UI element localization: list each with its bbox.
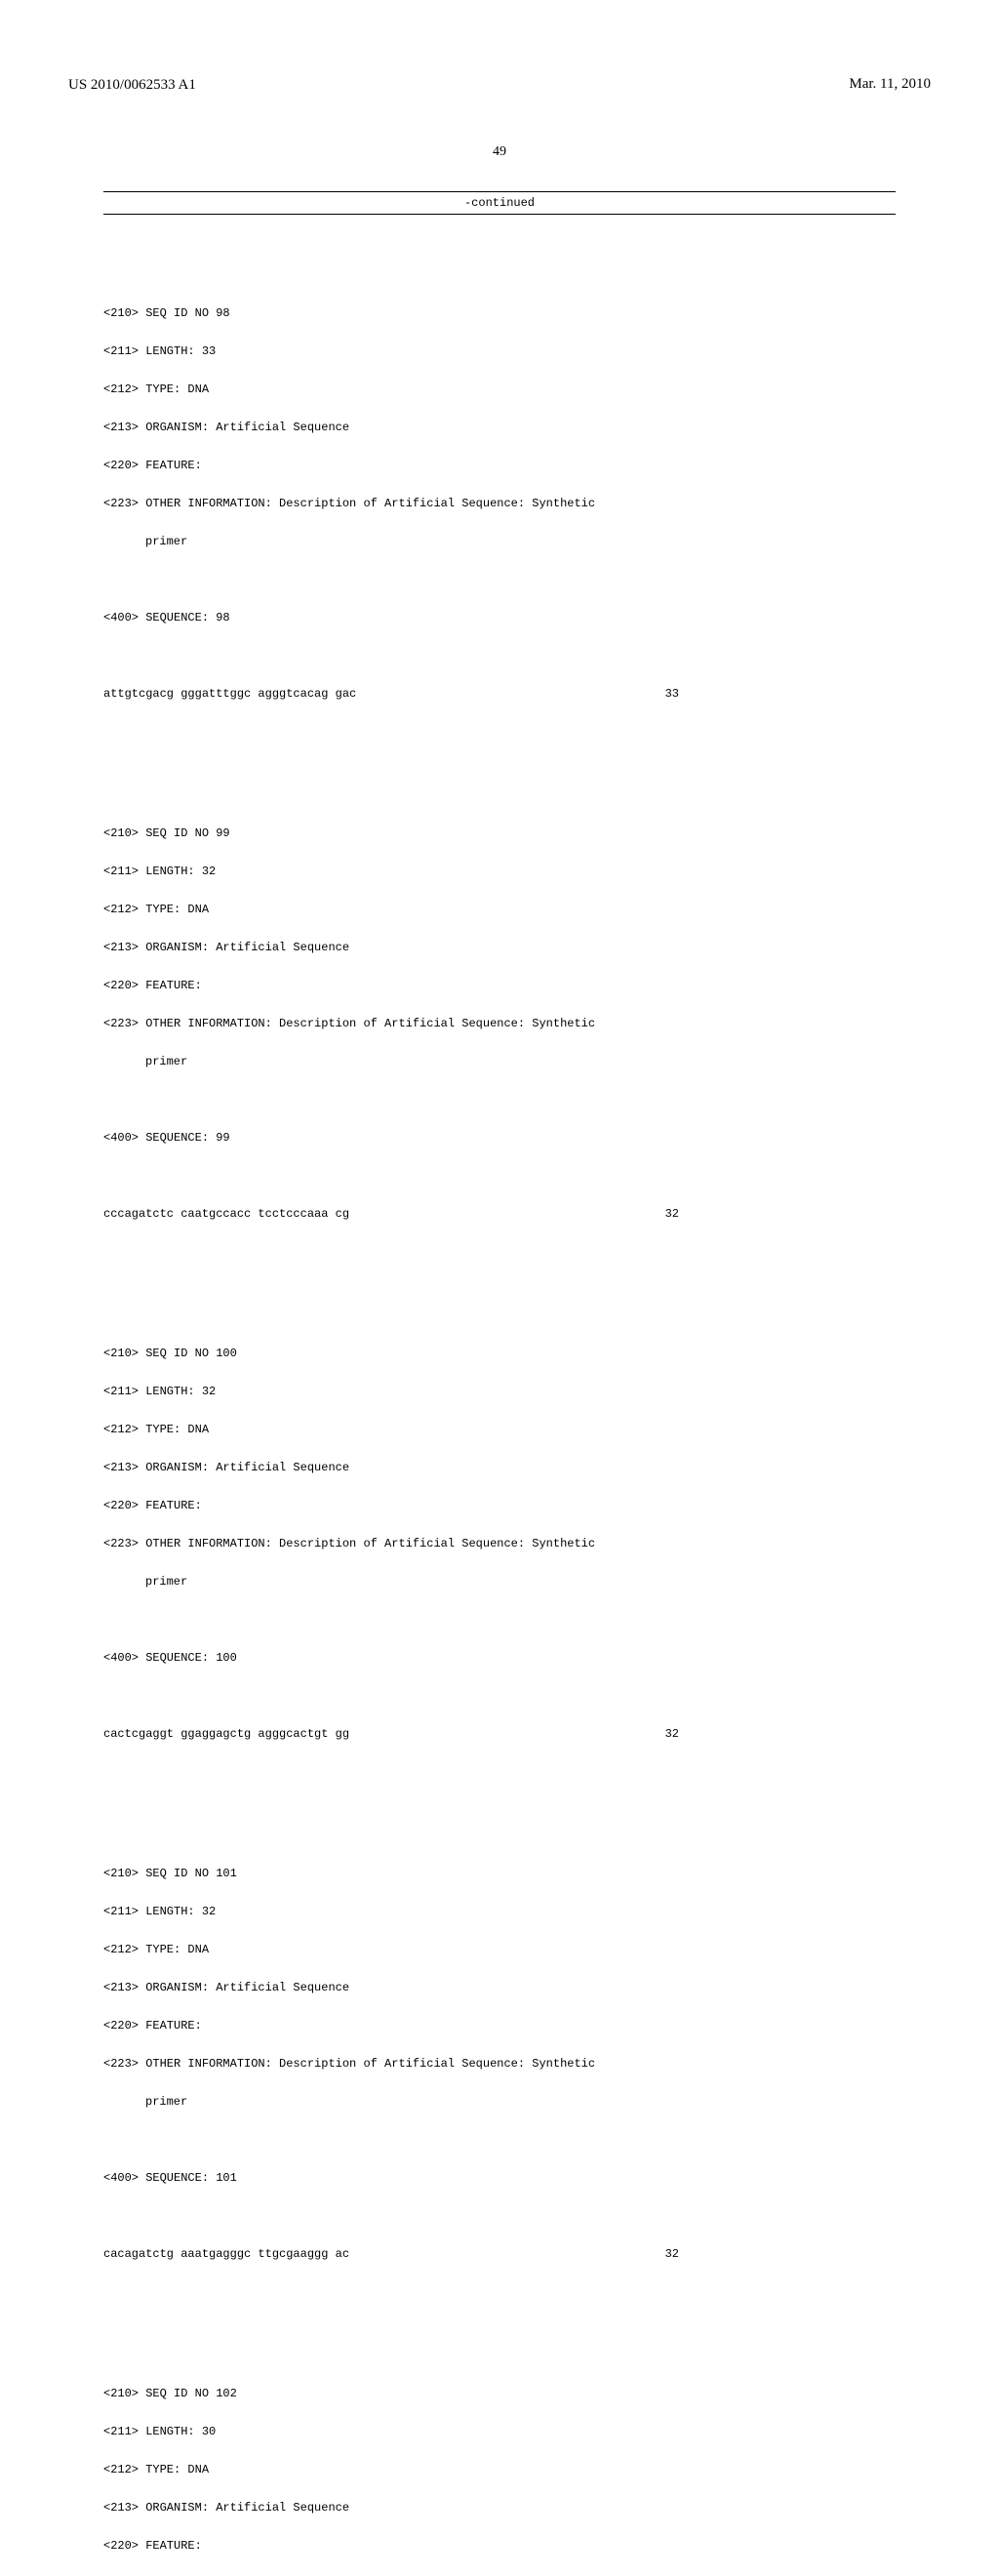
seq-sequence: cacagatctg aaatgagggc ttgcgaaggg ac xyxy=(103,2248,349,2261)
continued-label: -continued xyxy=(103,192,896,214)
seq-label-line: <400> SEQUENCE: 99 xyxy=(103,1132,896,1145)
seq-entry: <210> SEQ ID NO 101 <211> LENGTH: 32 <21… xyxy=(103,1842,896,2286)
seq-feature-line: <220> FEATURE: xyxy=(103,460,896,472)
seq-organism-line: <213> ORGANISM: Artificial Sequence xyxy=(103,422,896,434)
publication-date: Mar. 11, 2010 xyxy=(849,76,931,93)
seq-entry: <210> SEQ ID NO 99 <211> LENGTH: 32 <212… xyxy=(103,802,896,1246)
seq-length-value: 32 xyxy=(665,1728,679,1741)
seq-organism-line: <213> ORGANISM: Artificial Sequence xyxy=(103,942,896,954)
seq-label-line: <400> SEQUENCE: 98 xyxy=(103,612,896,624)
seq-organism-line: <213> ORGANISM: Artificial Sequence xyxy=(103,2502,896,2515)
seq-sequence-row: cccagatctc caatgccacc tcctcccaaa cg 32 xyxy=(103,1208,679,1221)
seq-feature-line: <220> FEATURE: xyxy=(103,2540,896,2553)
seq-entry: <210> SEQ ID NO 98 <211> LENGTH: 33 <212… xyxy=(103,282,896,726)
seq-id-line: <210> SEQ ID NO 101 xyxy=(103,1868,896,1880)
seq-otherinfo-line: <223> OTHER INFORMATION: Description of … xyxy=(103,2058,896,2071)
seq-length-line: <211> LENGTH: 30 xyxy=(103,2426,896,2438)
seq-organism-line: <213> ORGANISM: Artificial Sequence xyxy=(103,1462,896,1474)
seq-length-line: <211> LENGTH: 32 xyxy=(103,1906,896,1918)
divider-bottom xyxy=(103,214,896,215)
seq-length-line: <211> LENGTH: 32 xyxy=(103,1386,896,1398)
seq-organism-line: <213> ORGANISM: Artificial Sequence xyxy=(103,1982,896,1994)
sequence-listing: <210> SEQ ID NO 98 <211> LENGTH: 33 <212… xyxy=(103,244,896,2576)
seq-type-line: <212> TYPE: DNA xyxy=(103,1944,896,1956)
seq-otherinfo-line: <223> OTHER INFORMATION: Description of … xyxy=(103,1538,896,1550)
seq-id-line: <210> SEQ ID NO 98 xyxy=(103,307,896,320)
seq-sequence-row: cacagatctg aaatgagggc ttgcgaaggg ac 32 xyxy=(103,2248,679,2261)
seq-otherinfo-line: <223> OTHER INFORMATION: Description of … xyxy=(103,1018,896,1030)
seq-sequence: attgtcgacg gggatttggc agggtcacag gac xyxy=(103,688,356,701)
continued-section: -continued xyxy=(103,191,896,215)
seq-type-line: <212> TYPE: DNA xyxy=(103,904,896,916)
seq-sequence-row: cactcgaggt ggaggagctg agggcactgt gg 32 xyxy=(103,1728,679,1741)
seq-feature-line: <220> FEATURE: xyxy=(103,980,896,992)
seq-entry: <210> SEQ ID NO 102 <211> LENGTH: 30 <21… xyxy=(103,2362,896,2576)
seq-length-value: 32 xyxy=(665,2248,679,2261)
seq-length-line: <211> LENGTH: 32 xyxy=(103,865,896,878)
publication-number: US 2010/0062533 A1 xyxy=(68,77,196,93)
seq-type-line: <212> TYPE: DNA xyxy=(103,383,896,396)
seq-id-line: <210> SEQ ID NO 100 xyxy=(103,1348,896,1360)
seq-otherinfo-cont: primer xyxy=(103,2096,896,2109)
page-number: 49 xyxy=(0,144,999,160)
seq-type-line: <212> TYPE: DNA xyxy=(103,1424,896,1436)
page-header: US 2010/0062533 A1 Mar. 11, 2010 xyxy=(0,76,999,94)
seq-label-line: <400> SEQUENCE: 100 xyxy=(103,1652,896,1665)
seq-type-line: <212> TYPE: DNA xyxy=(103,2464,896,2476)
seq-id-line: <210> SEQ ID NO 102 xyxy=(103,2388,896,2400)
seq-otherinfo-line: <223> OTHER INFORMATION: Description of … xyxy=(103,498,896,510)
seq-sequence: cccagatctc caatgccacc tcctcccaaa cg xyxy=(103,1208,349,1221)
seq-otherinfo-cont: primer xyxy=(103,536,896,548)
seq-sequence: cactcgaggt ggaggagctg agggcactgt gg xyxy=(103,1728,349,1741)
seq-feature-line: <220> FEATURE: xyxy=(103,1500,896,1512)
seq-length-value: 32 xyxy=(665,1208,679,1221)
seq-length-value: 33 xyxy=(665,688,679,701)
seq-otherinfo-cont: primer xyxy=(103,1576,896,1589)
seq-sequence-row: attgtcgacg gggatttggc agggtcacag gac 33 xyxy=(103,688,679,701)
seq-id-line: <210> SEQ ID NO 99 xyxy=(103,827,896,840)
seq-entry: <210> SEQ ID NO 100 <211> LENGTH: 32 <21… xyxy=(103,1322,896,1766)
seq-feature-line: <220> FEATURE: xyxy=(103,2020,896,2033)
seq-otherinfo-cont: primer xyxy=(103,1056,896,1068)
seq-length-line: <211> LENGTH: 33 xyxy=(103,345,896,358)
seq-label-line: <400> SEQUENCE: 101 xyxy=(103,2172,896,2185)
